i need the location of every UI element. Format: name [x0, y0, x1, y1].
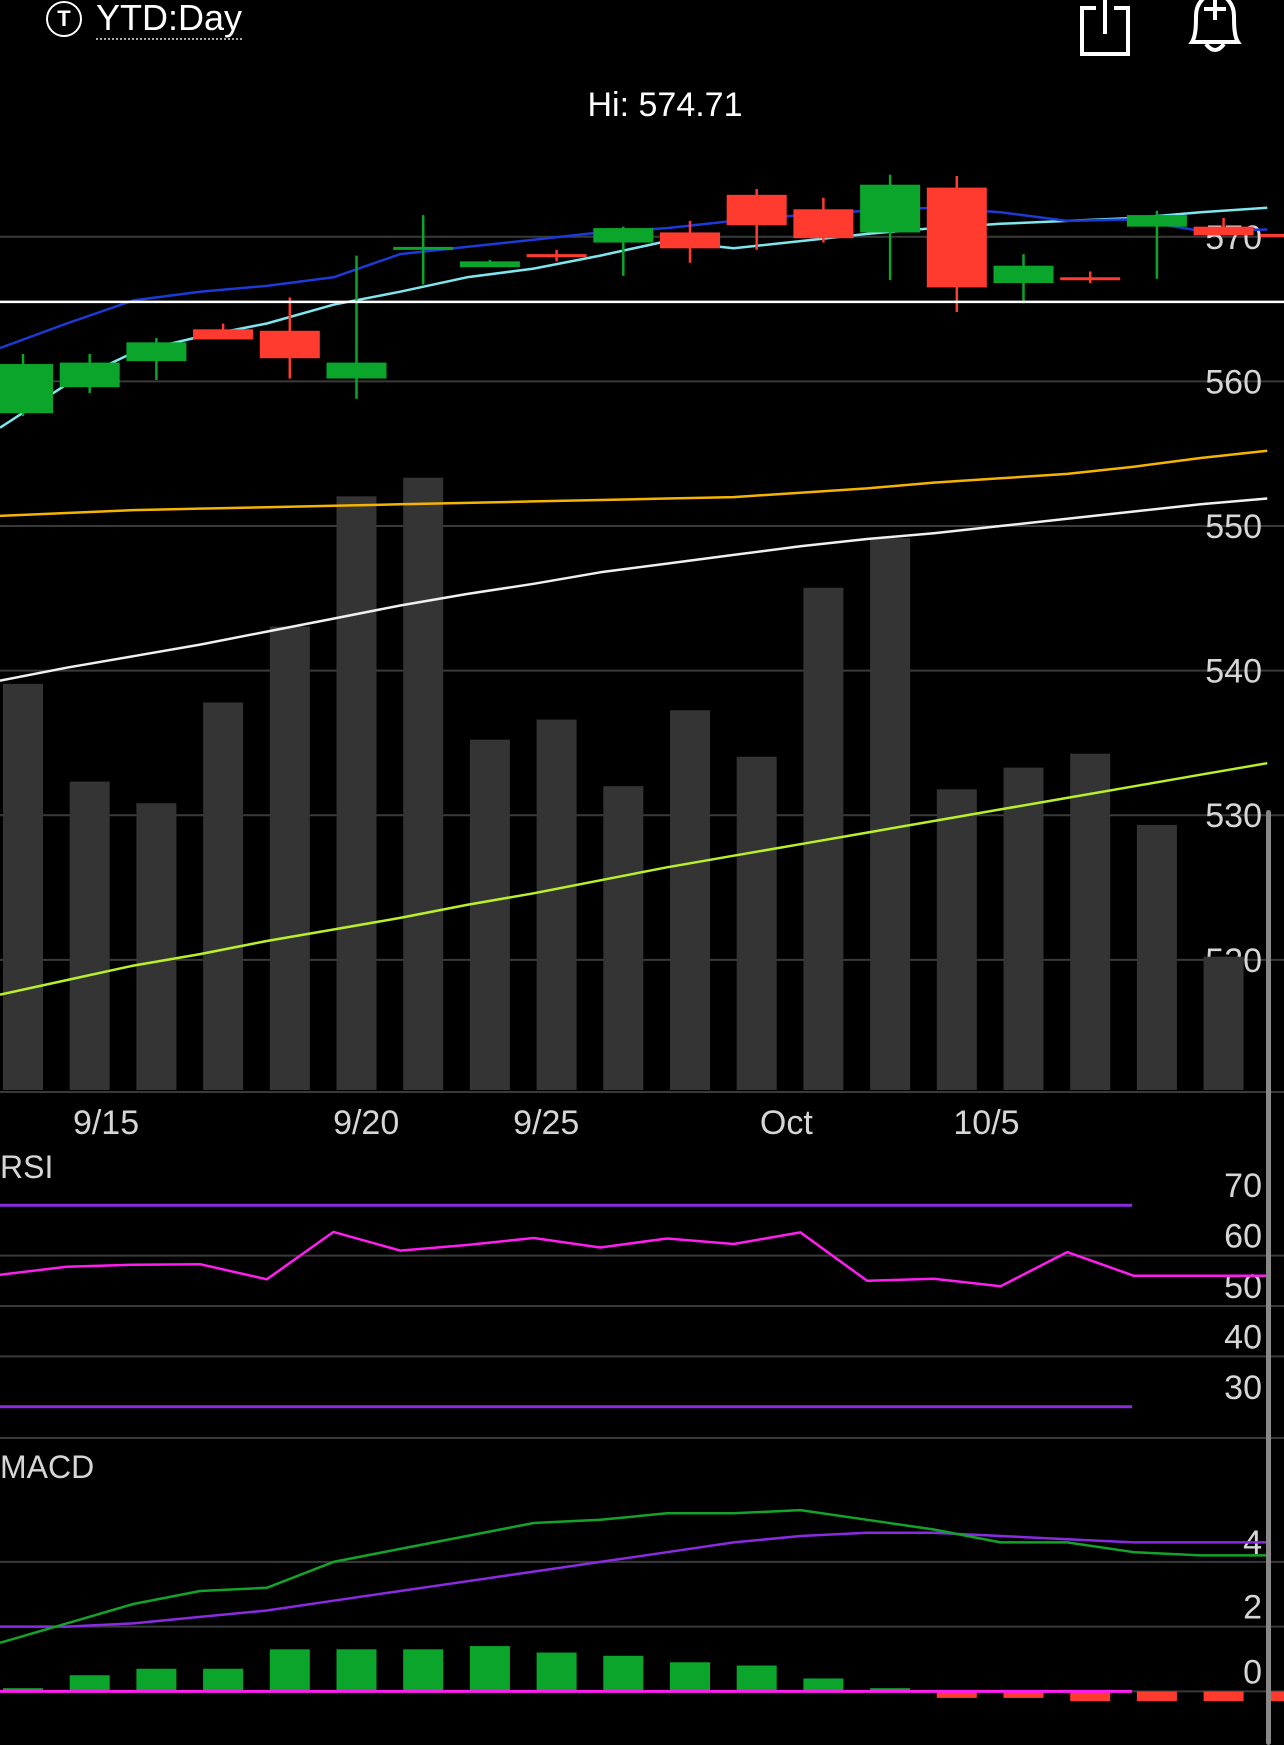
macd-tick-label: 0: [1243, 1653, 1262, 1691]
x-tick-label: 10/5: [953, 1104, 1019, 1142]
macd-histogram-bar: [1070, 1691, 1111, 1702]
high-price-label: Hi: 574.71: [588, 86, 743, 124]
candle-body: [993, 265, 1054, 284]
macd-line: [0, 1508, 1268, 1645]
candle-body: [1060, 277, 1121, 281]
rsi-line: [0, 1230, 1268, 1288]
x-tick-label: 9/25: [513, 1104, 579, 1142]
rsi-tick-label: 40: [1224, 1318, 1262, 1356]
price-tick-label: 530: [1205, 797, 1262, 835]
macd-histogram-bar: [603, 1655, 644, 1692]
chart-header: T YTD:Day: [0, 0, 1284, 60]
volume-bar: [1003, 767, 1044, 1090]
candle-body: [1126, 215, 1187, 227]
macd-histogram-bar: [803, 1678, 844, 1692]
share-button[interactable]: [1076, 0, 1134, 56]
volume-bar: [69, 781, 110, 1090]
macd-histogram-bar: [1203, 1691, 1244, 1702]
macd-histogram-bar: [469, 1646, 510, 1692]
candle-body: [1193, 226, 1254, 236]
x-tick-label: 9/15: [73, 1104, 139, 1142]
candle-body: [593, 228, 654, 243]
macd-histogram-bar: [936, 1691, 977, 1698]
volume-bar: [670, 710, 710, 1090]
price-tick-label: 560: [1205, 363, 1262, 401]
candle-body: [860, 184, 921, 233]
macd-histogram-bar: [736, 1665, 777, 1692]
macd-histogram-bar: [1003, 1691, 1044, 1698]
volume-bar: [1203, 956, 1244, 1090]
candle-body: [326, 362, 387, 379]
candle-body: [0, 364, 53, 414]
clock-t-icon: T: [46, 1, 82, 37]
macd-histogram-bar: [69, 1675, 110, 1692]
rsi-tick-label: 30: [1224, 1369, 1262, 1407]
volume-bar: [203, 702, 244, 1090]
time-range-label: YTD:Day: [96, 0, 243, 40]
ma-longest-line: [0, 761, 1268, 996]
volume-bar: [1070, 753, 1111, 1090]
volume-bar: [403, 477, 444, 1090]
volume-bar: [1136, 824, 1177, 1090]
macd-tick-label: 2: [1243, 1589, 1262, 1627]
macd-histogram-bar: [536, 1652, 577, 1692]
ma-long-line: [0, 497, 1268, 682]
volume-bar: [936, 789, 977, 1090]
ma-slow-line: [0, 449, 1268, 518]
share-icon: [1080, 0, 1130, 56]
macd-histogram-bar: [670, 1662, 710, 1692]
macd-histogram-bar: [403, 1649, 444, 1692]
candle-body: [459, 261, 520, 268]
candle-body: [526, 254, 587, 258]
candle-body: [259, 330, 320, 359]
macd-histogram-bar: [269, 1649, 310, 1692]
time-range-selector[interactable]: T YTD:Day: [46, 0, 243, 44]
add-alert-button[interactable]: [1180, 0, 1250, 56]
candle-body: [1260, 233, 1284, 237]
macd-histogram-bar: [136, 1668, 177, 1692]
candle-body: [193, 329, 254, 340]
candle-body: [393, 246, 454, 250]
volume-bar: [870, 538, 911, 1090]
volume-bar: [536, 719, 577, 1090]
price-tick-label: 570: [1205, 219, 1262, 257]
volume-bar: [336, 496, 377, 1091]
macd-signal-line: [0, 1531, 1268, 1628]
candle-body: [59, 362, 120, 388]
candle-body: [793, 209, 854, 239]
macd-histogram-bar: [203, 1668, 244, 1692]
macd-histogram-bar: [1136, 1691, 1177, 1702]
macd-histogram-bar: [3, 1688, 43, 1692]
volume-bar: [136, 803, 177, 1090]
volume-bar: [736, 756, 777, 1090]
rsi-title: RSI: [0, 1149, 53, 1185]
candle-body: [126, 342, 187, 362]
rsi-tick-label: 70: [1224, 1167, 1262, 1205]
add-alert-bell-icon: [1188, 0, 1242, 52]
x-tick-label: Oct: [760, 1104, 813, 1142]
volume-bar: [603, 786, 644, 1090]
scrollbar[interactable]: [1266, 810, 1271, 1745]
candle-body: [726, 194, 787, 226]
rsi-tick-label: 60: [1224, 1218, 1262, 1256]
volume-bar: [469, 739, 510, 1090]
candle-body: [660, 232, 720, 249]
macd-histogram-bar: [1270, 1691, 1284, 1702]
price-tick-label: 540: [1205, 653, 1262, 691]
macd-title: MACD: [0, 1449, 94, 1485]
macd-histogram-bar: [870, 1688, 911, 1692]
price-tick-label: 550: [1205, 508, 1262, 546]
volume-bar: [269, 626, 310, 1090]
rsi-tick-label: 50: [1224, 1268, 1262, 1306]
rsi-panel: RSI 70 60 50 40 30: [0, 1149, 1284, 1439]
x-tick-label: 9/20: [333, 1104, 399, 1142]
candle-body: [926, 187, 987, 288]
volume-bar: [3, 683, 43, 1090]
macd-histogram-bar: [336, 1649, 377, 1692]
